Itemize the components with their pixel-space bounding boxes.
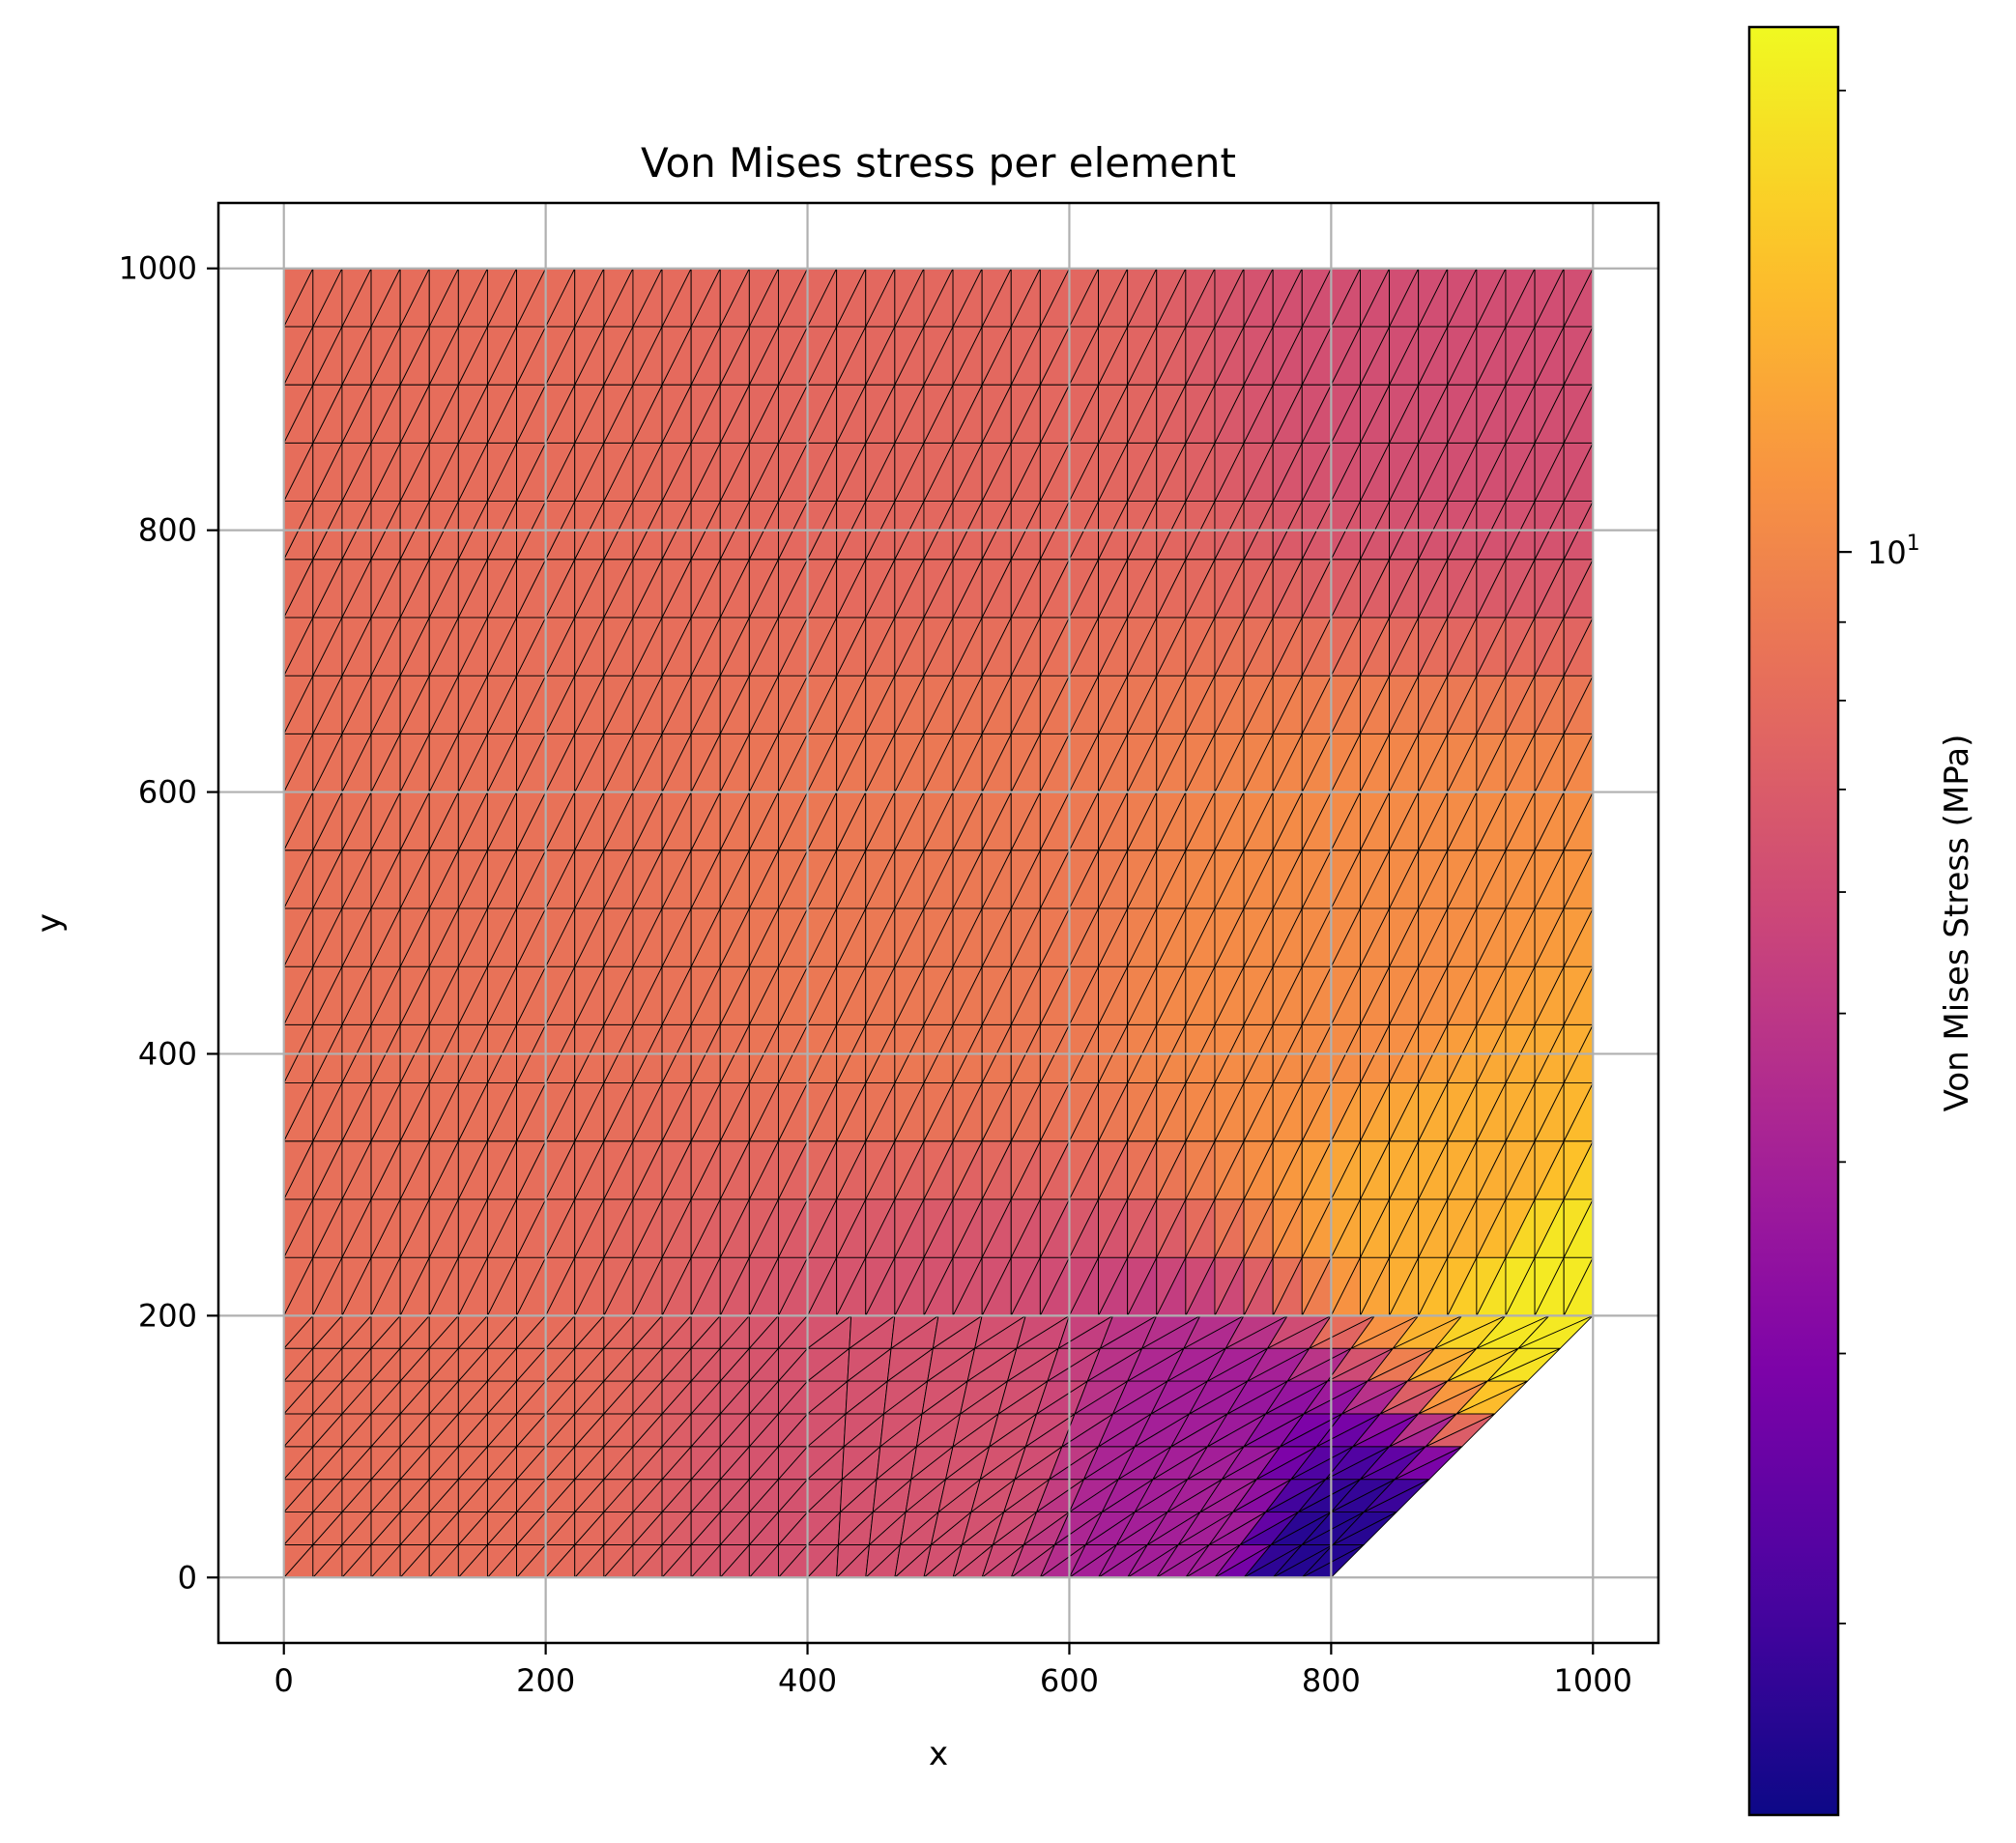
colorbar-ticks (1838, 89, 1852, 1625)
y-axis: 0 200 400 600 800 1000 (119, 250, 218, 1596)
y-tick-label: 1000 (119, 250, 197, 287)
y-axis-label: y (30, 913, 69, 933)
x-axis-label: x (929, 1735, 948, 1773)
plot-frame (216, 201, 1660, 1645)
colorbar-tick-exponent: 1 (1907, 532, 1920, 556)
colorbar-gradient (1747, 25, 1840, 1817)
y-tick-label: 0 (178, 1559, 197, 1596)
x-tick-label: 0 (274, 1662, 294, 1699)
y-tick-label: 200 (138, 1297, 197, 1334)
colorbar-tick-base: 10 (1867, 534, 1907, 571)
chart-title: Von Mises stress per element (641, 139, 1236, 187)
mesh-layer (283, 268, 1594, 1578)
colorbar-label: Von Mises Stress (MPa) (1938, 734, 1976, 1112)
colorbar-tick-label: 101 (1867, 532, 1920, 571)
grid-layer (218, 203, 1658, 1643)
y-tick-label: 600 (138, 774, 197, 811)
colorbar: 101 Von Mises Stress (MPa) (1747, 25, 1976, 1817)
x-tick-label: 1000 (1554, 1662, 1632, 1699)
x-tick-label: 800 (1302, 1662, 1361, 1699)
y-tick-label: 400 (138, 1035, 197, 1072)
x-axis: 0 200 400 600 800 1000 (274, 1643, 1632, 1699)
x-tick-label: 200 (516, 1662, 575, 1699)
x-tick-label: 600 (1040, 1662, 1099, 1699)
y-tick-label: 800 (138, 512, 197, 549)
x-tick-label: 400 (778, 1662, 837, 1699)
